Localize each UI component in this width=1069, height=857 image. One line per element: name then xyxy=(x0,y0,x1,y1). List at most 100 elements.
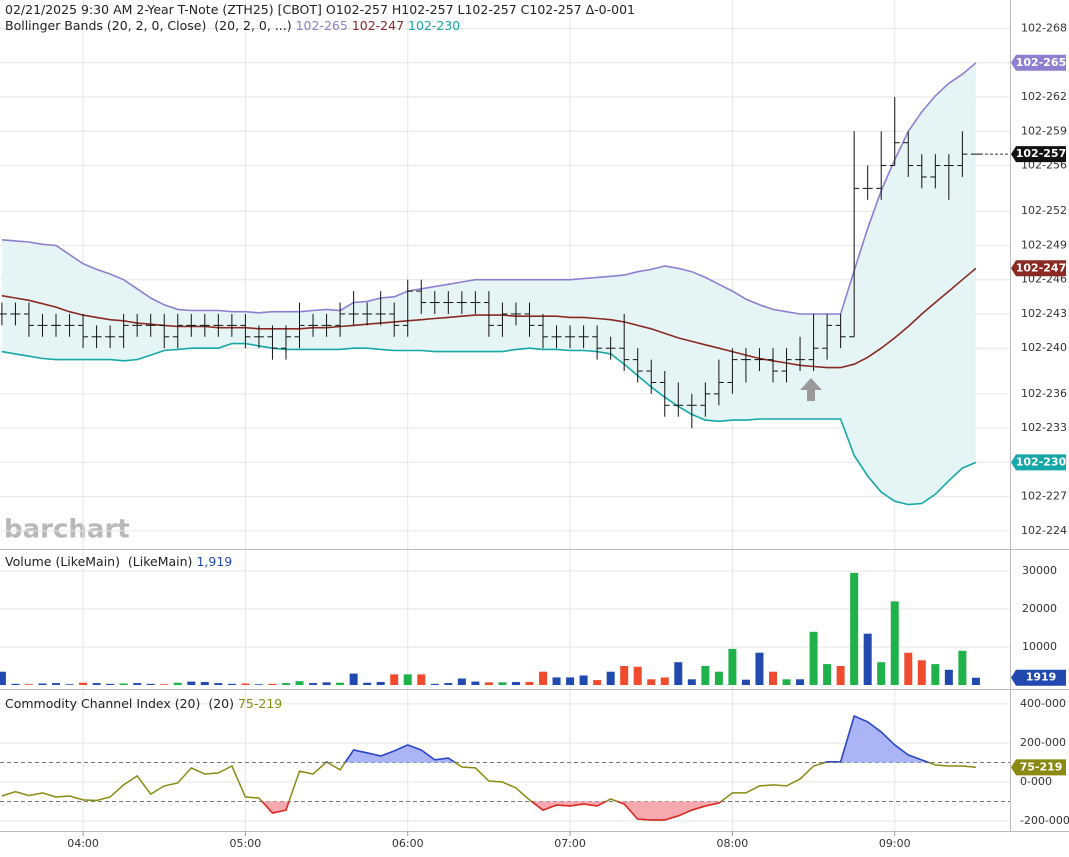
legend-value: 102-230 xyxy=(408,18,461,33)
y-tick-label: 102-233 xyxy=(1021,421,1067,434)
y-tick-label: -200-000 xyxy=(1020,814,1069,827)
cci-title: Commodity Channel Index (20) (20) xyxy=(5,696,234,711)
indicator-title: Bollinger Bands (20, 2, 0, Close) (20, 2… xyxy=(5,18,292,33)
y-tick-label: 400-000 xyxy=(1020,697,1066,710)
y-tick-label: 102-224 xyxy=(1021,524,1067,537)
volume-bar xyxy=(254,684,263,685)
title: 02/21/2025 9:30 AM 2-Year T-Note (ZTH25)… xyxy=(5,2,635,17)
volume-bar xyxy=(444,683,453,685)
volume-bar xyxy=(890,601,899,685)
legend-value: 102-265 xyxy=(295,18,348,33)
y-tick-label: 0-000 xyxy=(1020,775,1052,788)
volume-bar xyxy=(850,572,859,685)
y-tick-label: 102-252 xyxy=(1021,204,1067,217)
volume-bar xyxy=(606,671,615,685)
signal-arrow xyxy=(800,378,822,401)
volume-bar xyxy=(268,683,277,685)
x-tick-label: 06:00 xyxy=(392,837,424,850)
band-fill xyxy=(1,62,976,505)
volume-bar xyxy=(741,679,750,685)
badge xyxy=(1011,669,1066,686)
volume-bar xyxy=(836,666,845,685)
badge xyxy=(1011,454,1066,471)
volume-title: Volume (LikeMain) (LikeMain) xyxy=(5,554,193,569)
volume-bar xyxy=(593,680,602,685)
volume-bar xyxy=(701,666,710,685)
volume-bar xyxy=(484,682,493,685)
badge xyxy=(1011,759,1066,776)
volume-bar xyxy=(106,683,115,685)
badge xyxy=(1011,146,1066,163)
badge-label: 102-230 xyxy=(1016,455,1067,468)
cci-fill-above xyxy=(1,716,976,763)
volume-bar xyxy=(566,677,575,685)
x-tick-label: 09:00 xyxy=(879,837,911,850)
volume-header: Volume (LikeMain) (LikeMain) 1,919 xyxy=(5,554,232,569)
volume-bar xyxy=(768,671,777,685)
y-tick-label: 30000 xyxy=(1022,564,1057,577)
y-tick-label: 102-259 xyxy=(1021,124,1067,137)
badge-label: 1919 xyxy=(1026,671,1057,684)
volume-bar xyxy=(525,681,534,685)
watermark: barchart xyxy=(4,515,130,545)
badge xyxy=(1011,260,1066,277)
volume-bar xyxy=(133,683,142,685)
volume-bar xyxy=(173,682,182,685)
volume-bar xyxy=(863,633,872,685)
y-tick-label: 102-227 xyxy=(1021,490,1067,503)
volume-bar xyxy=(728,648,737,685)
volume-bar xyxy=(349,673,358,685)
volume-bar xyxy=(457,678,466,685)
legend-value: 102-247 xyxy=(351,18,405,33)
indicator-legend: Bollinger Bands (20, 2, 0, Close) (20, 2… xyxy=(5,18,460,33)
volume-bar xyxy=(390,674,399,685)
volume-bar xyxy=(471,681,480,685)
volume-bar xyxy=(160,684,169,685)
volume-bar xyxy=(904,652,913,685)
x-tick-label: 04:00 xyxy=(67,837,99,850)
cci-line xyxy=(1,714,976,821)
volume-bar xyxy=(633,666,642,685)
volume-last: 1,919 xyxy=(196,554,233,569)
y-tick-label: 102-240 xyxy=(1021,341,1067,354)
volume-bar xyxy=(309,683,318,685)
volume-bar xyxy=(917,660,926,685)
header: 02/21/2025 9:30 AM 2-Year T-Note (ZTH25)… xyxy=(5,2,635,17)
volume-bar xyxy=(430,683,439,685)
volume-bar xyxy=(200,681,209,685)
volume-bar xyxy=(214,683,223,685)
volume-bar xyxy=(674,662,683,685)
volume-bar xyxy=(52,683,61,685)
badge-label: 75-219 xyxy=(1020,760,1063,773)
volume-bar xyxy=(281,683,290,685)
volume-bar xyxy=(227,683,236,685)
y-tick-label: 200-000 xyxy=(1020,736,1066,749)
volume-bar xyxy=(92,683,101,685)
volume-bar xyxy=(146,683,155,685)
volume-bar xyxy=(65,684,74,685)
volume-bar xyxy=(498,682,507,685)
volume-bar xyxy=(11,683,20,685)
x-tick-label: 07:00 xyxy=(554,837,586,850)
y-tick-label: 10000 xyxy=(1022,640,1057,653)
volume-bar xyxy=(0,671,6,685)
x-tick-label: 05:00 xyxy=(230,837,262,850)
y-tick-label: 102-268 xyxy=(1021,22,1067,35)
volume-bar xyxy=(714,671,723,685)
volume-bar xyxy=(796,679,805,685)
badge-label: 102-247 xyxy=(1016,261,1067,274)
y-tick-label: 102-243 xyxy=(1021,307,1067,320)
volume-bar xyxy=(823,664,832,685)
volume-bar xyxy=(944,669,953,685)
volume-bar xyxy=(958,650,967,685)
volume-bar xyxy=(931,664,940,685)
volume-bar xyxy=(755,652,764,685)
volume-bar xyxy=(376,681,385,685)
volume-bar xyxy=(79,682,88,685)
badge-label: 102-257 xyxy=(1016,147,1067,160)
y-tick-label: 102-249 xyxy=(1021,238,1067,251)
volume-bar xyxy=(539,671,548,685)
volume-bar xyxy=(579,675,588,685)
